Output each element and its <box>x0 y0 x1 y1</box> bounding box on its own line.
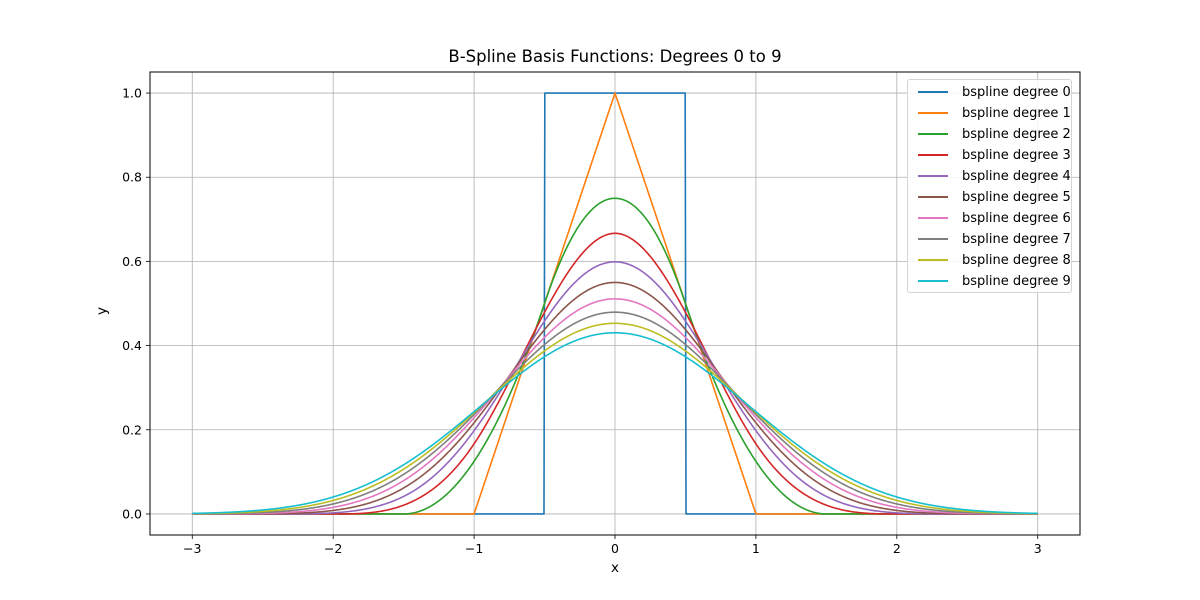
series-line-degree-6 <box>192 298 1038 515</box>
y-tick-label: 0.0 <box>122 506 142 521</box>
legend-line-swatch <box>918 175 948 177</box>
chart-title: B-Spline Basis Functions: Degrees 0 to 9 <box>448 47 782 66</box>
y-tick-label: 0.4 <box>122 338 142 353</box>
series-line-degree-9 <box>192 331 1038 515</box>
legend-item: bspline degree 2 <box>908 124 1071 144</box>
x-tick-label: 1 <box>752 541 760 556</box>
legend-line-swatch <box>918 217 948 219</box>
legend-item: bspline degree 9 <box>908 271 1071 291</box>
series-line-degree-7 <box>192 311 1038 515</box>
legend-line-swatch <box>918 259 948 261</box>
legend-item: bspline degree 4 <box>908 166 1071 186</box>
legend-item: bspline degree 0 <box>908 82 1071 102</box>
legend-item: bspline degree 8 <box>908 250 1071 270</box>
legend-item: bspline degree 6 <box>908 208 1071 228</box>
legend-line-swatch <box>918 196 948 198</box>
x-axis-label: x <box>611 560 619 576</box>
legend-line-swatch <box>918 280 948 282</box>
series-line-degree-8 <box>192 322 1038 515</box>
x-tick-label: 0 <box>611 541 619 556</box>
x-tick-label: 3 <box>1034 541 1042 556</box>
legend-item: bspline degree 1 <box>908 103 1071 123</box>
x-tick-label: −2 <box>324 541 342 556</box>
y-tick-label: 0.2 <box>122 422 142 437</box>
x-tick-label: −3 <box>183 541 201 556</box>
legend-item: bspline degree 3 <box>908 145 1071 165</box>
legend-item: bspline degree 5 <box>908 187 1071 207</box>
legend-line-swatch <box>918 91 948 93</box>
y-axis-label: y <box>94 307 110 315</box>
legend-line-swatch <box>918 112 948 114</box>
x-tick-label: 2 <box>893 541 901 556</box>
x-tick-label: −1 <box>465 541 483 556</box>
legend: bspline degree 0 bspline degree 1 bsplin… <box>907 79 1072 293</box>
series-line-degree-4 <box>192 261 1038 515</box>
series-line-degree-3 <box>192 232 1038 515</box>
legend-line-swatch <box>918 154 948 156</box>
y-tick-label: 0.6 <box>122 254 142 269</box>
y-tick-label: 0.8 <box>122 170 142 185</box>
legend-item: bspline degree 7 <box>908 229 1071 249</box>
legend-line-swatch <box>918 133 948 135</box>
y-tick-label: 1.0 <box>122 86 142 101</box>
legend-line-swatch <box>918 238 948 240</box>
series-line-degree-5 <box>192 281 1038 515</box>
